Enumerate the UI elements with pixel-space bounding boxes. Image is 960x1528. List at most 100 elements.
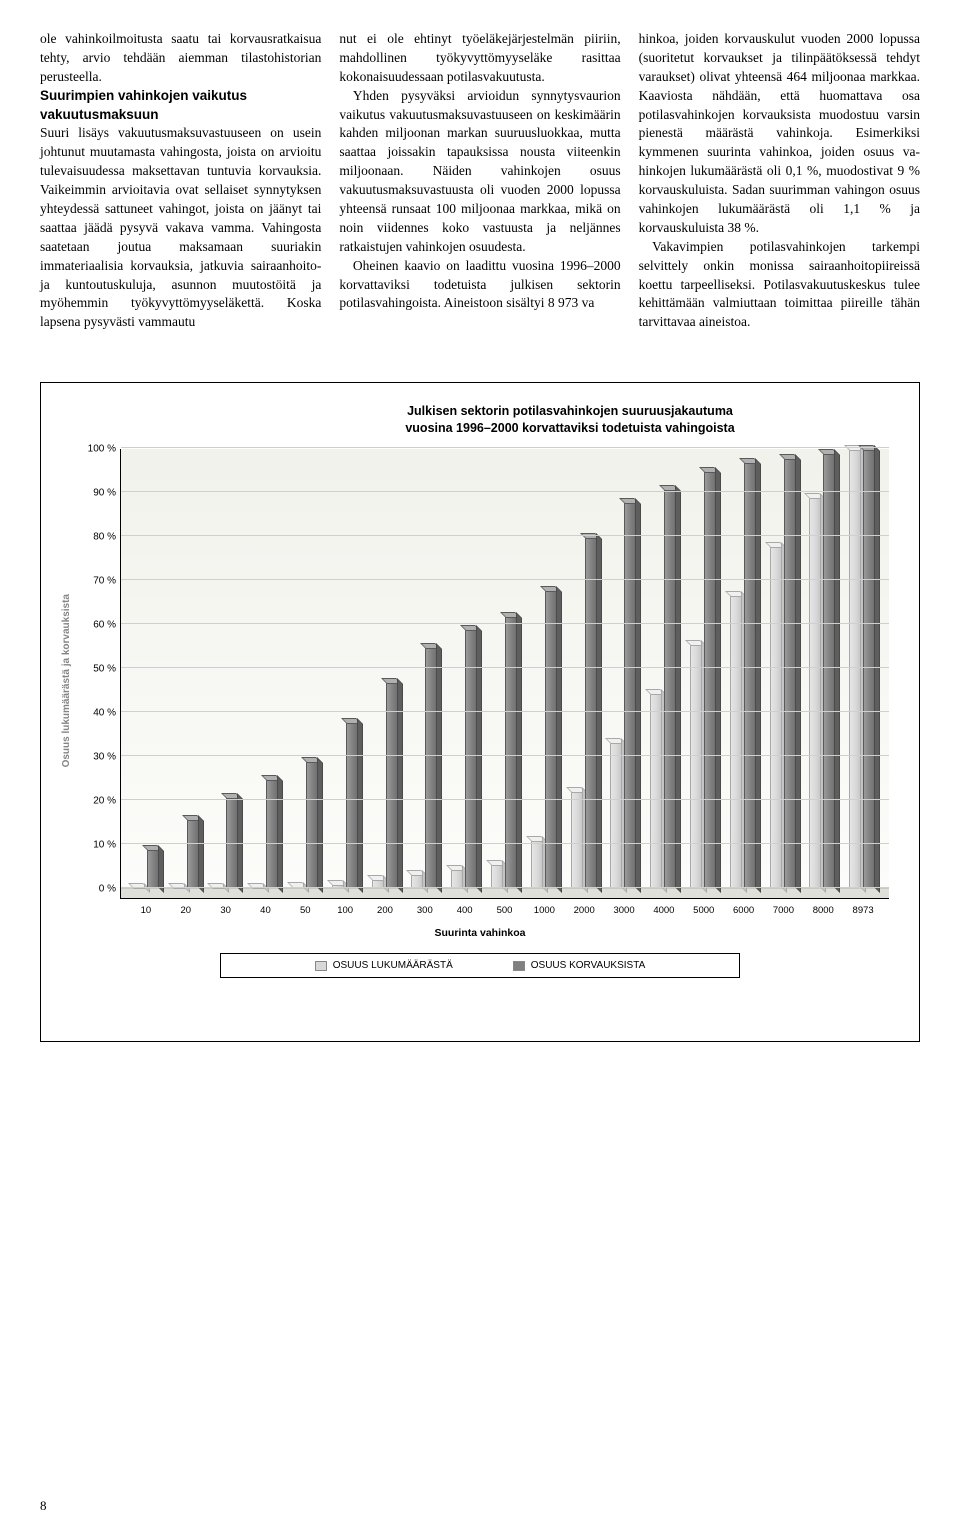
bar-light [690,643,704,888]
bar-light [770,545,784,888]
x-axis-title: Suurinta vahinkoa [61,927,899,939]
chart-body: Osuus lukumäärästä ja korvauksista 0 % 10… [61,441,899,921]
subheading: Suurimpien vahinkojen vaikutus vakuutusm… [40,87,321,125]
x-tick-label: 200 [365,901,405,921]
chart-legend: OSUUS LUKUMÄÄRÄSTÄ OSUUS KORVAUKSISTA [220,953,740,978]
x-tick-label: 3000 [604,901,644,921]
page-number: 8 [40,1498,47,1514]
x-tick-label: 2000 [564,901,604,921]
x-tick-label: 8973 [843,901,883,921]
x-tick-label: 500 [485,901,525,921]
y-axis-label: Osuus lukumäärästä ja korvauksista [61,594,72,767]
bar-group [326,449,366,888]
legend-label: OSUUS LUKUMÄÄRÄSTÄ [333,960,453,971]
bar-dark [306,760,320,888]
text-columns: ole vahinkoilmoitusta saatu tai kor­vaus… [40,30,920,332]
bar-group [485,449,525,888]
bar-light [571,790,585,888]
bar-light [809,496,823,888]
bar-light [451,868,465,888]
paragraph: Yhden pysyväksi arvioidun syn­nytysvauri… [339,87,620,257]
bar-dark [425,646,439,888]
bar-light [650,692,664,888]
bar-group [366,449,406,888]
bar-dark [624,501,638,888]
column-2: nut ei ole ehtinyt työeläkejärjestelmän … [339,30,620,332]
x-tick-label: 20 [166,901,206,921]
bar-dark [346,721,360,888]
bar-dark [585,536,599,888]
x-tick-label: 400 [445,901,485,921]
paragraph: nut ei ole ehtinyt työeläkejärjestelmän … [339,30,620,87]
x-tick-label: 30 [206,901,246,921]
chart-title: Julkisen sektorin potilasvahinkojen suur… [241,403,899,437]
bar-dark [744,461,758,888]
bar-dark [664,488,678,888]
y-tick-label: 40 % [76,708,116,719]
x-tick-label: 6000 [724,901,764,921]
bar-dark [187,818,201,888]
bar-dark [784,457,798,888]
x-tick-label: 10 [126,901,166,921]
chart-container: Julkisen sektorin potilasvahinkojen suur… [40,382,920,1042]
bar-dark [505,615,519,888]
y-tick-label: 30 % [76,752,116,763]
bar-group [207,449,247,888]
bar-dark [266,778,280,888]
bar-light [849,448,863,888]
bar-dark [386,681,400,888]
legend-label: OSUUS KORVAUKSISTA [531,960,645,971]
bar-group [406,449,446,888]
paragraph: Vakavimpien potilasvahinkojen tarkempi s… [639,238,920,332]
bar-group [724,449,764,888]
bar-group [804,449,844,888]
y-tick-label: 50 % [76,664,116,675]
bar-light [610,741,624,888]
x-tick-label: 300 [405,901,445,921]
bar-light [531,839,545,888]
x-tick-label: 1000 [524,901,564,921]
y-tick-label: 60 % [76,620,116,631]
x-tick-label: 100 [325,901,365,921]
y-tick-label: 0 % [76,884,116,895]
paragraph: hinkoa, joiden korvauskulut vuoden 2000 … [639,30,920,238]
bar-light [491,863,505,888]
bar-group [843,449,883,888]
swatch-icon [315,961,327,971]
x-tick-label: 7000 [764,901,804,921]
bar-group [764,449,804,888]
y-tick-label: 80 % [76,532,116,543]
bar-dark [863,448,877,888]
bar-group [684,449,724,888]
bar-group [565,449,605,888]
bar-light [411,873,425,888]
x-tick-label: 40 [246,901,286,921]
x-tick-label: 4000 [644,901,684,921]
paragraph: Suuri lisäys vakuutusmaksuvastuu­seen on… [40,124,321,332]
bar-group [445,449,485,888]
y-tick-label: 90 % [76,488,116,499]
bar-group [605,449,645,888]
column-3: hinkoa, joiden korvauskulut vuoden 2000 … [639,30,920,332]
column-1: ole vahinkoilmoitusta saatu tai kor­vaus… [40,30,321,332]
bar-group [127,449,167,888]
paragraph: Oheinen kaavio on laadittu vuo­sina 1996… [339,257,620,314]
y-tick-label: 20 % [76,796,116,807]
bar-group [286,449,326,888]
bar-dark [704,470,718,888]
bar-group [525,449,565,888]
bar-group [644,449,684,888]
y-tick-label: 10 % [76,840,116,851]
paragraph: ole vahinkoilmoitusta saatu tai kor­vaus… [40,30,321,87]
y-tick-label: 100 % [76,444,116,455]
bar-dark [823,452,837,888]
bar-group [246,449,286,888]
swatch-icon [513,961,525,971]
x-tick-label: 50 [285,901,325,921]
y-tick-label: 70 % [76,576,116,587]
x-tick-label: 5000 [684,901,724,921]
legend-item-light: OSUUS LUKUMÄÄRÄSTÄ [315,960,453,971]
bar-group [167,449,207,888]
x-tick-label: 8000 [803,901,843,921]
legend-item-dark: OSUUS KORVAUKSISTA [513,960,645,971]
